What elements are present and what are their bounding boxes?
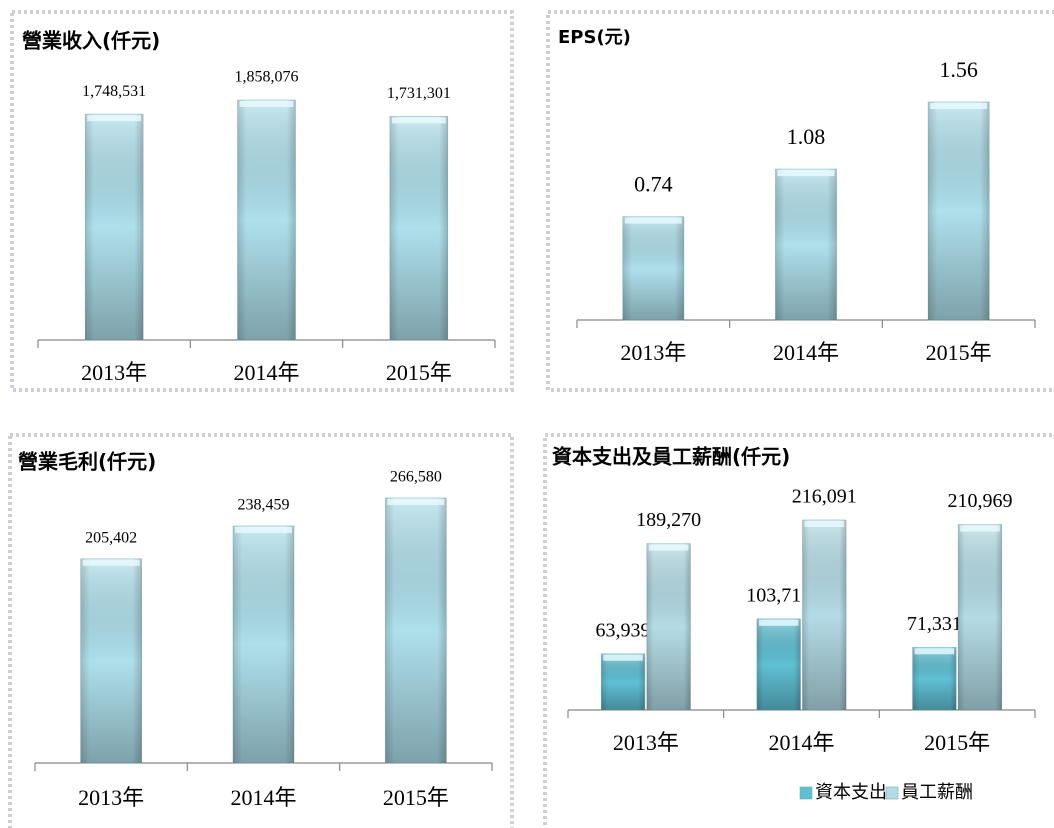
x-tick-label: 2015年 <box>383 785 449 810</box>
x-tick-label: 2015年 <box>924 730 990 755</box>
bar-shade <box>958 524 1002 710</box>
bar-shade <box>80 558 142 763</box>
bar-shade <box>233 525 294 763</box>
bar-shade <box>775 169 837 320</box>
chart-title: 營業收入(仟元) <box>22 29 160 53</box>
bar-shade <box>237 100 296 340</box>
bar-bevel <box>387 499 445 505</box>
x-tick-label: 2014年 <box>768 730 834 755</box>
data-label: 103,717 <box>746 584 811 606</box>
bar-bevel <box>82 559 140 566</box>
data-label: 71,331 <box>907 613 962 635</box>
bar-bevel <box>804 521 845 527</box>
chart-title: EPS(元) <box>558 27 631 48</box>
legend-label: 員工薪酬 <box>901 782 973 803</box>
x-tick-label: 2013年 <box>78 785 144 810</box>
x-tick-label: 2014年 <box>233 360 299 385</box>
x-tick-label: 2013年 <box>81 360 147 385</box>
chart-title: 資本支出及員工薪酬(仟元) <box>552 445 790 469</box>
data-label: 205,402 <box>85 529 137 546</box>
data-label: 238,459 <box>238 497 290 514</box>
data-label: 1.08 <box>787 124 826 149</box>
bar-shade <box>912 647 957 710</box>
bar-shade <box>85 114 144 340</box>
panel <box>546 10 1054 392</box>
data-label: 266,580 <box>390 469 442 486</box>
bar-bevel <box>391 117 446 124</box>
panel <box>8 433 514 828</box>
data-label: 216,091 <box>792 486 857 508</box>
bar-bevel <box>648 544 689 551</box>
x-tick-label: 2014年 <box>773 340 839 365</box>
legend-label: 資本支出 <box>815 782 887 803</box>
data-label: 1.56 <box>939 57 978 82</box>
legend-swatch <box>885 786 899 800</box>
data-label: 1,731,301 <box>387 85 451 102</box>
x-tick-label: 2013年 <box>620 340 686 365</box>
panel <box>10 10 514 392</box>
x-tick-label: 2013年 <box>613 730 679 755</box>
bar-bevel <box>235 526 292 533</box>
bar-bevel <box>603 654 643 661</box>
bar-bevel <box>758 619 799 626</box>
data-label: 189,270 <box>636 509 701 531</box>
bar-shade <box>389 116 448 340</box>
x-tick-label: 2015年 <box>926 340 992 365</box>
bar-bevel <box>239 101 294 107</box>
bar-bevel <box>87 115 142 122</box>
bar-bevel <box>960 525 1000 532</box>
bar-bevel <box>914 648 955 655</box>
bar-shade <box>646 543 691 710</box>
bar-shade <box>601 653 645 710</box>
data-label: 63,939 <box>596 619 651 641</box>
x-tick-label: 2014年 <box>230 785 296 810</box>
data-label: 1,748,531 <box>82 83 146 100</box>
data-label: 210,969 <box>947 490 1012 512</box>
bar-shade <box>385 498 447 763</box>
bar-bevel <box>777 170 835 177</box>
chart-title: 營業毛利(仟元) <box>18 450 156 474</box>
bar-shade <box>928 102 990 320</box>
legend-swatch <box>799 786 813 800</box>
data-label: 1,858,076 <box>235 69 299 86</box>
data-label: 0.74 <box>634 172 673 197</box>
bar-bevel <box>624 217 682 224</box>
x-tick-label: 2015年 <box>386 360 452 385</box>
bar-shade <box>802 520 847 710</box>
bar-bevel <box>930 103 988 109</box>
bar-shade <box>622 216 684 320</box>
bar-shade <box>756 618 801 710</box>
